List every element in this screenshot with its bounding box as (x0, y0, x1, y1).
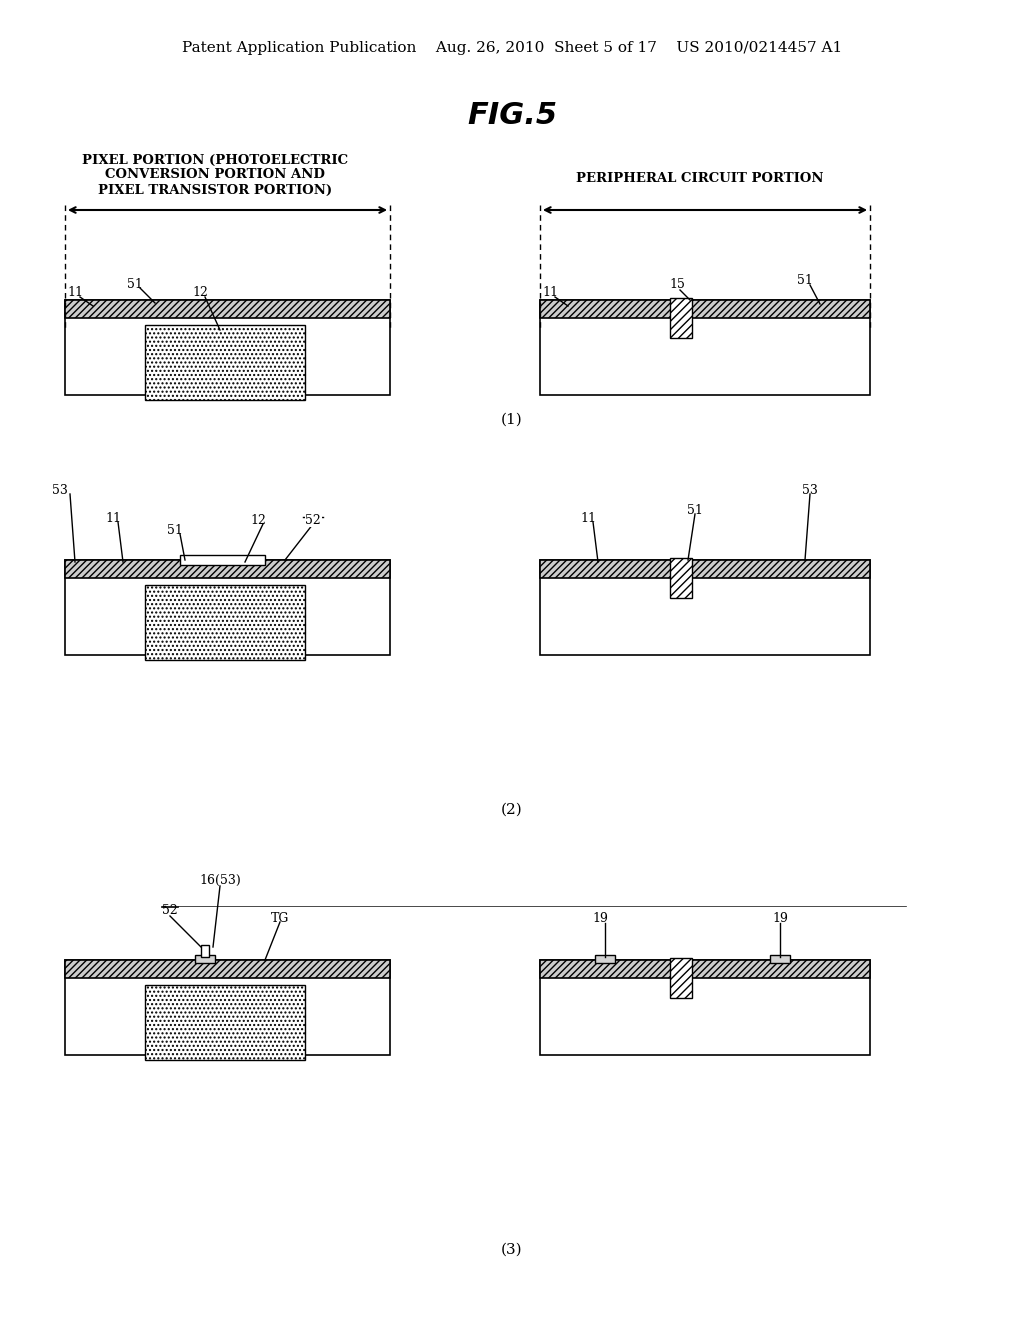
Text: 12: 12 (193, 286, 208, 300)
Text: 11: 11 (105, 511, 121, 524)
Text: 12: 12 (250, 513, 266, 527)
Text: 53: 53 (52, 483, 68, 496)
Text: 51: 51 (687, 503, 702, 516)
Text: Patent Application Publication    Aug. 26, 2010  Sheet 5 of 17    US 2010/021445: Patent Application Publication Aug. 26, … (182, 41, 842, 55)
Bar (670, 958, 692, 998)
Text: PIXEL PORTION (PHOTOELECTRIC: PIXEL PORTION (PHOTOELECTRIC (82, 153, 348, 166)
Text: 52: 52 (305, 513, 321, 527)
Bar (65, 300, 390, 395)
Text: 51: 51 (797, 275, 813, 288)
Text: 51: 51 (167, 524, 183, 536)
Bar (65, 300, 390, 318)
Text: 15: 15 (669, 279, 685, 292)
Bar (65, 960, 390, 978)
Text: 16(53): 16(53) (199, 874, 241, 887)
Bar (145, 325, 305, 400)
Bar (540, 960, 870, 978)
Text: (2): (2) (501, 803, 523, 817)
Bar (195, 954, 215, 964)
Bar (65, 960, 390, 1055)
Text: FIG.5: FIG.5 (467, 100, 557, 129)
Bar (670, 558, 692, 598)
Bar (65, 560, 390, 655)
Text: 52: 52 (162, 903, 178, 916)
Bar (770, 954, 790, 964)
Text: PIXEL TRANSISTOR PORTION): PIXEL TRANSISTOR PORTION) (98, 183, 332, 197)
Text: 53: 53 (802, 483, 818, 496)
Bar (201, 945, 209, 957)
Text: TG: TG (270, 912, 289, 924)
Text: (1): (1) (501, 413, 523, 426)
Bar (595, 954, 615, 964)
Bar (145, 585, 305, 660)
Bar (65, 560, 390, 578)
Bar (540, 960, 870, 1055)
Text: 19: 19 (592, 912, 608, 924)
Text: 51: 51 (127, 277, 143, 290)
Bar (540, 300, 870, 318)
Bar (540, 560, 870, 578)
Text: PERIPHERAL CIRCUIT PORTION: PERIPHERAL CIRCUIT PORTION (577, 172, 823, 185)
Bar (670, 298, 692, 338)
Text: 11: 11 (542, 286, 558, 300)
Text: CONVERSION PORTION AND: CONVERSION PORTION AND (105, 169, 325, 181)
Text: 11: 11 (580, 511, 596, 524)
Bar (540, 300, 870, 395)
Bar (180, 554, 265, 565)
Text: 19: 19 (772, 912, 787, 924)
Bar (145, 985, 305, 1060)
Text: 11: 11 (67, 286, 83, 300)
Text: (3): (3) (501, 1243, 523, 1257)
Bar (540, 560, 870, 655)
